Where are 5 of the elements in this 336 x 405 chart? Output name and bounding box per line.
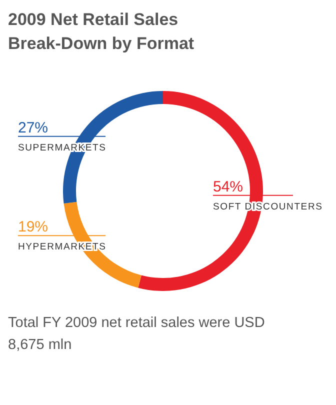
data-label: 27% xyxy=(18,119,48,136)
text: Total FY 2009 net retail sales were USD 8,675 mln xyxy=(8,314,266,355)
data-label: 54% xyxy=(213,178,244,196)
data-label: 19% xyxy=(18,218,48,236)
chart-title: 2009 Net Retail Sales Break-Down by Format xyxy=(8,9,196,55)
